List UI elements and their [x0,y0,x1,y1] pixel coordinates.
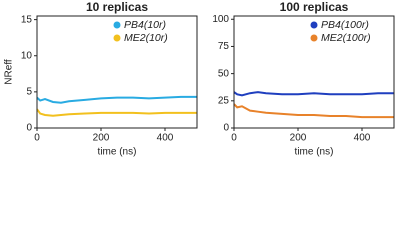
y-tick-label: 25 [218,95,230,106]
y-tick-label: 0 [26,123,32,134]
y-tick-label: 100 [212,14,229,25]
y-tick-label: 0 [223,123,229,134]
x-tick-label: 400 [354,133,371,144]
y-tick-label: 15 [21,14,33,25]
plot-frame [233,15,395,129]
x-axis-label: time (ns) [98,147,137,158]
y-tick-label: 5 [26,87,32,98]
x-axis-label: time (ns) [295,147,334,158]
x-tick-label: 200 [93,133,110,144]
page: {"chart_data": [ {"type": "line", "title… [3,0,395,158]
x-tick-label: 0 [34,133,40,144]
legend-marker [113,34,121,42]
chart-title: 100 replicas [280,0,349,14]
x-tick-label: 200 [290,133,307,144]
y-tick-label: 10 [21,50,33,61]
series-line [36,108,197,117]
series-line [233,91,394,97]
legend-label: ME2(100r) [321,32,371,44]
legend-marker [310,21,318,29]
legend-label: PB4(100r) [321,19,369,31]
figure: 10 replicas NReff time (ns) 0 5 10 15 0 200 400 PB… [4,0,395,158]
plot-frame [36,15,198,129]
y-tick-label: 75 [218,41,230,52]
chart-title: 10 replicas [86,0,148,14]
x-tick-label: 0 [231,133,237,144]
legend-marker [113,21,121,29]
y-axis-label: NReff [4,59,15,85]
legend-marker [310,34,318,42]
legend-label: ME2(10r) [124,32,168,44]
y-tick-label: 50 [218,68,230,79]
legend-label: PB4(10r) [124,19,166,31]
series-line [36,95,197,104]
series-line [233,103,394,119]
x-tick-label: 400 [157,133,174,144]
